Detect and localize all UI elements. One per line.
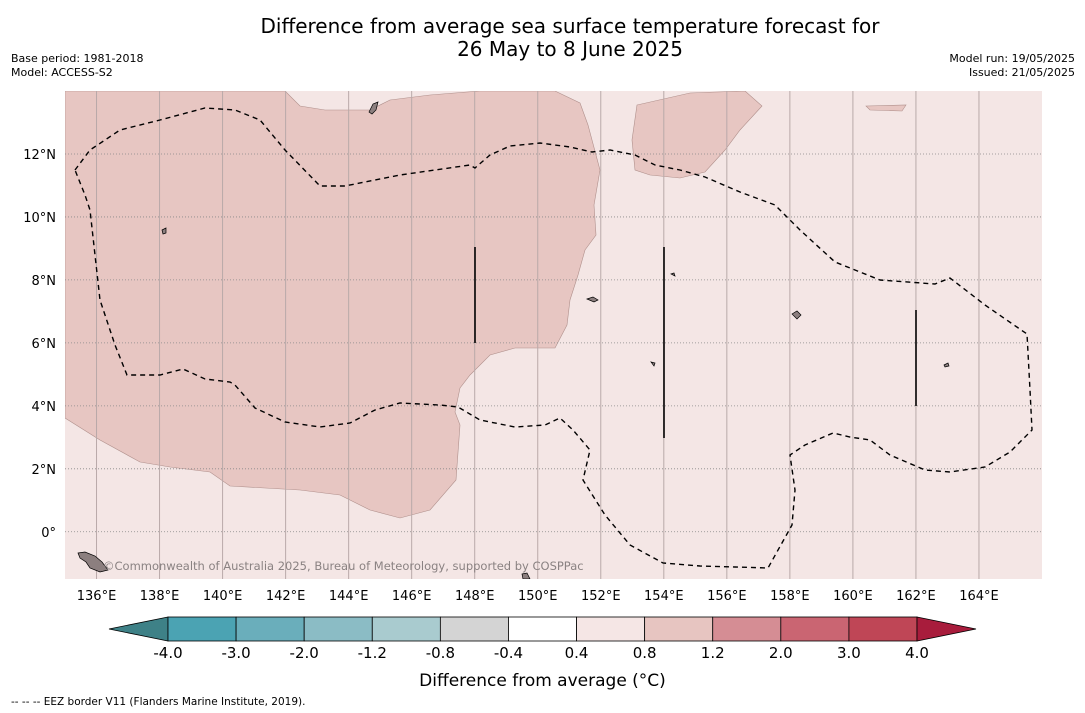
colorbar-tick-label: -1.2	[358, 644, 387, 662]
colorbar-tick-label: 1.2	[701, 644, 725, 662]
lon-tick-label: 160°E	[833, 589, 873, 604]
colorbar-segment	[848, 616, 918, 642]
island-chuuk	[586, 296, 599, 303]
island-dot-2	[650, 361, 656, 367]
lon-tick-label: 144°E	[329, 589, 369, 604]
lon-tick-label: 164°E	[959, 589, 999, 604]
lon-tick-label: 146°E	[392, 589, 432, 604]
model-run-label: Model run: 19/05/2025	[949, 52, 1075, 65]
colorbar-label: Difference from average (°C)	[419, 671, 666, 691]
lat-tick-label: 6°N	[32, 337, 57, 352]
colorbar-tick-label: 2.0	[769, 644, 793, 662]
island-guam	[368, 101, 379, 115]
colorbar-segment	[576, 616, 646, 642]
model-label: Model: ACCESS-S2	[11, 66, 113, 79]
map-title-line2: 26 May to 8 June 2025	[457, 37, 683, 61]
island-yap	[161, 227, 167, 235]
island-kosrae	[943, 362, 950, 368]
lat-tick-label: 12°N	[23, 148, 56, 163]
lon-tick-label: 150°E	[518, 589, 558, 604]
colorbar-extend-high	[916, 616, 977, 642]
colorbar-tick-label: 4.0	[905, 644, 929, 662]
colorbar-segment	[167, 616, 237, 642]
eez-legend: -- -- -- EEZ border V11 (Flanders Marine…	[11, 696, 306, 708]
island-pohnpei	[791, 310, 802, 320]
colorbar-segment	[712, 616, 782, 642]
colorbar-segment	[780, 616, 850, 642]
eez-border-west	[74, 107, 1033, 569]
lon-tick-label: 142°E	[266, 589, 306, 604]
colorbar-tick-label: -0.8	[426, 644, 455, 662]
lon-tick-label: 156°E	[707, 589, 747, 604]
colorbar-tick-label: 3.0	[837, 644, 861, 662]
colorbar-segment	[371, 616, 441, 642]
lon-tick-label: 154°E	[644, 589, 684, 604]
island-south-small	[521, 572, 531, 579]
colorbar: -4.0 -3.0 -2.0 -1.2 -0.8 -0.4 0.4 0.8 1.2 2.0 3.0 4…	[108, 616, 977, 662]
colorbar-tick-label: -4.0	[153, 644, 182, 662]
lon-tick-label: 138°E	[140, 589, 180, 604]
lat-tick-label: 4°N	[32, 400, 57, 415]
colorbar-tick-label: 0.4	[565, 644, 589, 662]
lon-tick-label: 152°E	[581, 589, 621, 604]
lat-tick-label: 2°N	[32, 463, 57, 478]
island-png	[77, 551, 109, 573]
map-attribution: ©Commonwealth of Australia 2025, Bureau …	[103, 559, 584, 573]
lon-tick-label: 140°E	[203, 589, 243, 604]
colorbar-segment	[303, 616, 373, 642]
lat-tick-label: 8°N	[32, 274, 57, 289]
anomaly-region-west	[65, 91, 601, 519]
colorbar-tick-label: 0.8	[633, 644, 657, 662]
colorbar-extend-low	[108, 616, 169, 642]
colorbar-tick-label: -2.0	[290, 644, 319, 662]
colorbar-segment	[508, 616, 577, 642]
base-period-label: Base period: 1981-2018	[11, 52, 144, 65]
lat-tick-label: 10°N	[23, 211, 56, 226]
lon-tick-label: 136°E	[77, 589, 117, 604]
anomaly-region-north	[631, 91, 763, 179]
colorbar-segment	[644, 616, 714, 642]
lon-tick-label: 148°E	[455, 589, 495, 604]
issued-label: Issued: 21/05/2025	[968, 66, 1075, 79]
colorbar-segment	[235, 616, 305, 642]
map-title-line1: Difference from average sea surface temp…	[260, 14, 880, 38]
lat-tick-label: 0°	[41, 526, 56, 541]
lon-tick-label: 158°E	[770, 589, 810, 604]
anomaly-region-patch	[865, 104, 907, 112]
lon-tick-label: 162°E	[896, 589, 936, 604]
islands	[77, 101, 950, 579]
colorbar-segment	[439, 616, 509, 642]
colorbar-tick-label: -0.4	[494, 644, 523, 662]
colorbar-tick-label: -3.0	[221, 644, 250, 662]
island-dot-1	[670, 272, 676, 277]
